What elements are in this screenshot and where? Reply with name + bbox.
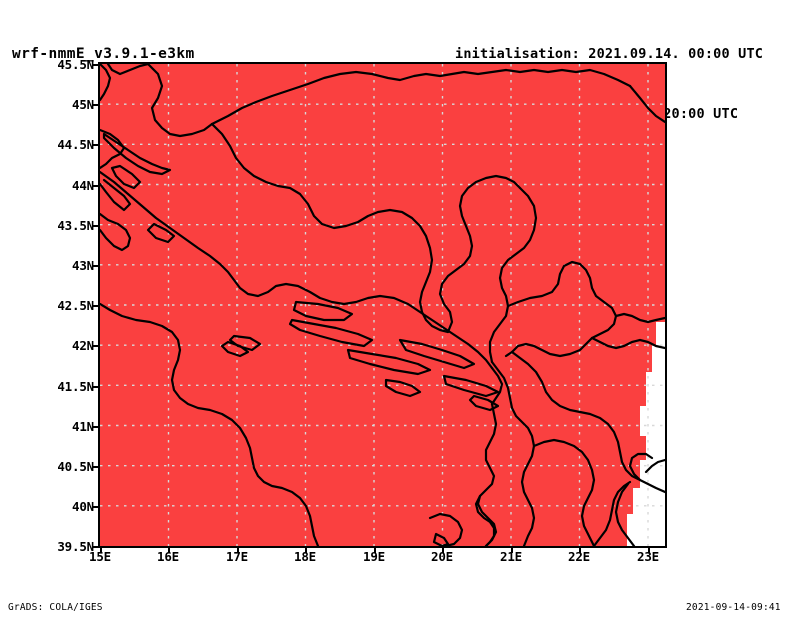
x-tick-label: 16E — [157, 549, 179, 564]
map-plot-area[interactable] — [100, 64, 665, 546]
y-tick-label: 45.5N — [57, 57, 94, 72]
x-tick-label: 23E — [637, 549, 659, 564]
x-tick-label: 19E — [363, 549, 385, 564]
y-tick-label: 43.5N — [57, 218, 94, 233]
y-tick-label: 40.5N — [57, 459, 94, 474]
model-name: wrf-nmmE_v3.9.1-e3km — [12, 46, 195, 62]
x-tick-label: 15E — [89, 549, 111, 564]
initialisation-time: initialisation: 2021.09.14. 00:00 UTC — [455, 46, 764, 62]
gridlines — [100, 64, 665, 546]
generation-timestamp: 2021-09-14-09:41 — [686, 602, 781, 613]
grads-credit: GrADS: COLA/IGES — [8, 602, 103, 613]
y-tick-label: 41N — [72, 419, 94, 434]
y-tick-label: 44.5N — [57, 137, 94, 152]
y-tick-label: 45N — [72, 97, 94, 112]
y-tick-label: 42.5N — [57, 298, 94, 313]
coastlines-and-borders — [100, 64, 665, 546]
y-axis: 45.5N 45N 44.5N 44N 43.5N 43N 42.5N 42N … — [28, 0, 94, 618]
y-tick-label: 41.5N — [57, 379, 94, 394]
x-tick-label: 17E — [226, 549, 248, 564]
y-tick-label: 40N — [72, 499, 94, 514]
y-tick-label: 42N — [72, 338, 94, 353]
x-tick-label: 18E — [294, 549, 316, 564]
x-tick-label: 22E — [568, 549, 590, 564]
x-tick-label: 21E — [500, 549, 522, 564]
x-axis: 15E 16E 17E 18E 19E 20E 21E 22E 23E — [0, 549, 800, 569]
y-tick-label: 44N — [72, 178, 94, 193]
x-tick-label: 20E — [431, 549, 453, 564]
y-tick-label: 43N — [72, 258, 94, 273]
y-tick-label: 39.5N — [57, 539, 94, 554]
map-canvas — [100, 64, 665, 546]
